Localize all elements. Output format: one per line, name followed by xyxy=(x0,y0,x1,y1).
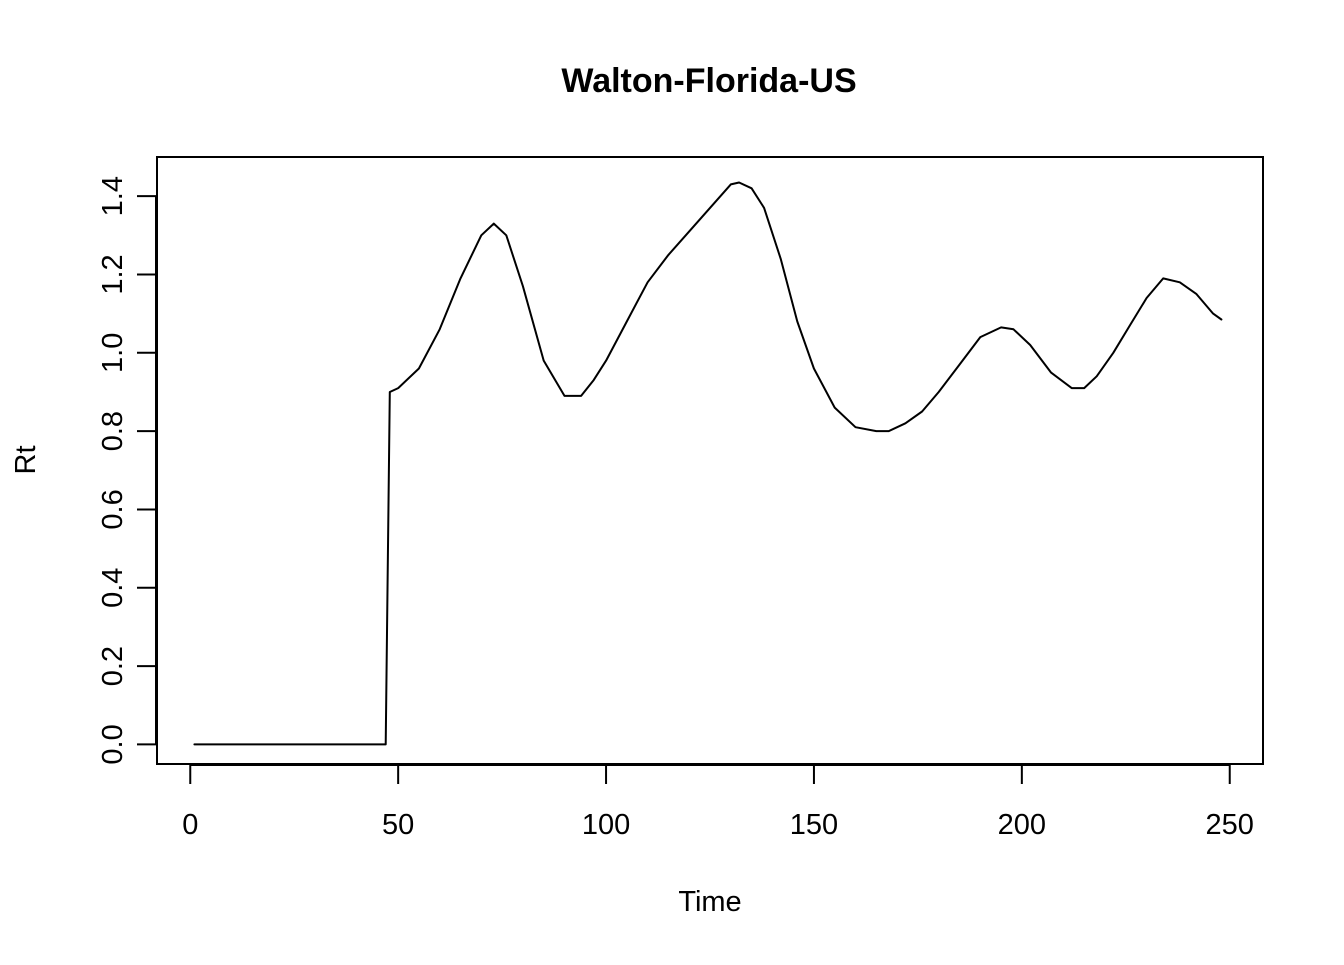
y-axis: 0.0 0.2 0.4 0.6 0.8 1.0 1.2 1.4 xyxy=(97,176,157,765)
x-tick-label: 100 xyxy=(582,809,630,841)
y-tick-label: 0.4 xyxy=(97,568,129,608)
x-tick-label: 250 xyxy=(1206,809,1254,841)
series-line xyxy=(193,181,1223,746)
x-axis-label: Time xyxy=(678,886,741,918)
y-tick-label: 0.0 xyxy=(97,724,129,764)
y-tick-label: 0.6 xyxy=(97,489,129,529)
x-tick-label: 0 xyxy=(182,809,198,841)
y-tick-label: 0.2 xyxy=(97,646,129,686)
y-axis-label: Rt xyxy=(10,446,42,475)
plot-frame xyxy=(156,156,1264,765)
y-tick-label: 1.0 xyxy=(97,333,129,373)
y-tick-label: 1.2 xyxy=(97,254,129,294)
chart-title: Walton-Florida-US xyxy=(561,62,856,100)
x-axis: 0 50 100 150 200 250 xyxy=(182,764,1254,841)
y-tick-label: 1.4 xyxy=(97,176,129,216)
x-tick-label: 150 xyxy=(790,809,838,841)
x-tick-label: 200 xyxy=(998,809,1046,841)
x-tick-label: 50 xyxy=(382,809,414,841)
y-tick-label: 0.8 xyxy=(97,411,129,451)
